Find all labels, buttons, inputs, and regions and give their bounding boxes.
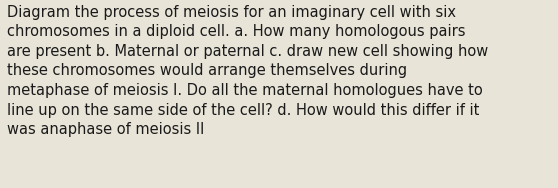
Text: Diagram the process of meiosis for an imaginary cell with six
chromosomes in a d: Diagram the process of meiosis for an im… [7, 5, 488, 137]
